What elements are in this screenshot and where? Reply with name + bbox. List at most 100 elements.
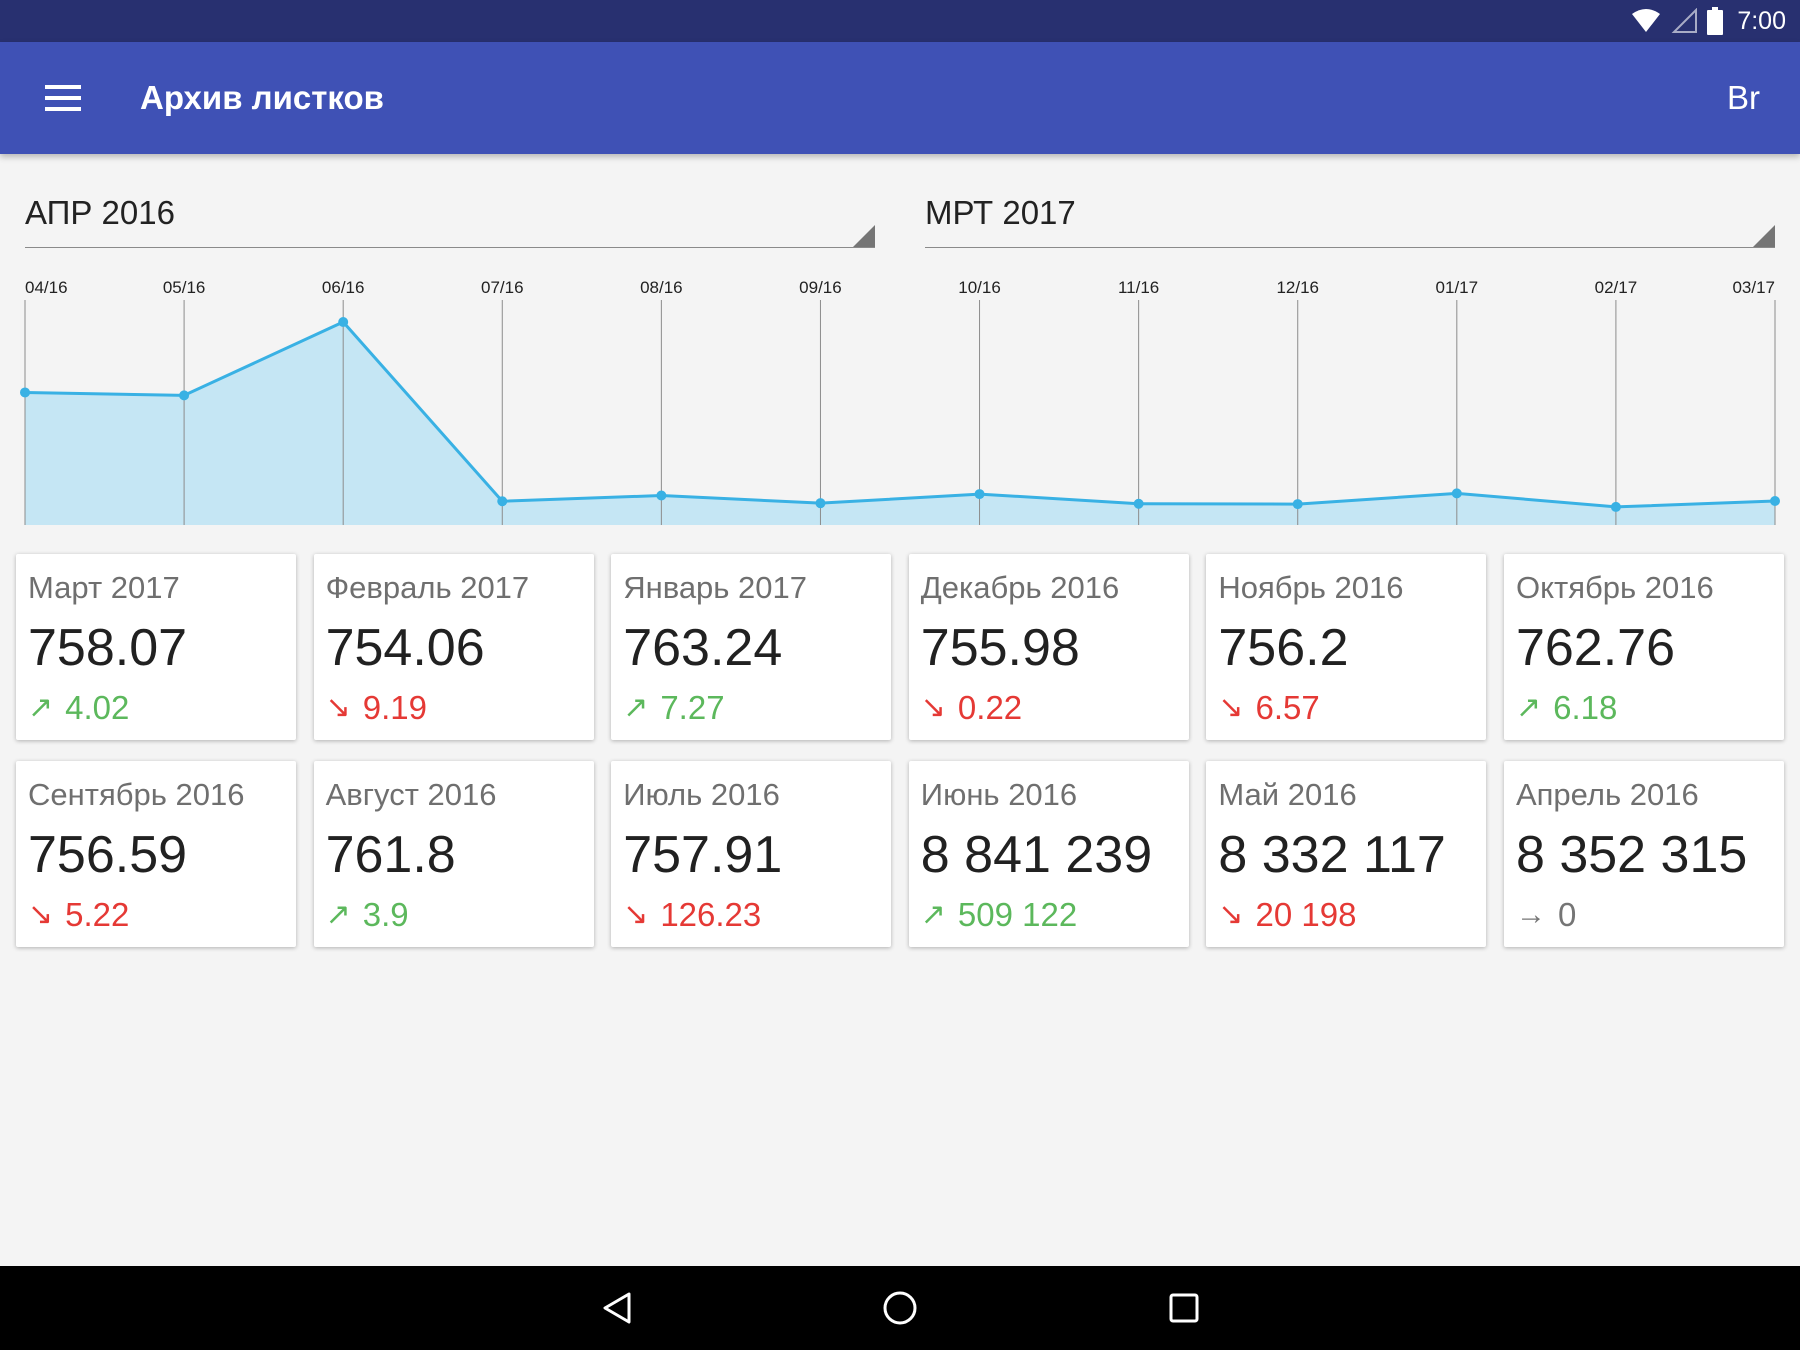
data-point: [1770, 496, 1780, 507]
month-card[interactable]: Февраль 2017 754.06 ↘ 9.19: [313, 554, 594, 740]
x-tick-label: 02/17: [1595, 278, 1638, 297]
status-time: 7:00: [1737, 6, 1786, 35]
app-bar: Архив листков Br: [0, 42, 1800, 154]
x-tick-label: 04/16: [25, 278, 68, 297]
navigation-bar: [0, 1266, 1800, 1350]
period-to-dropdown[interactable]: МРТ 2017: [925, 190, 1775, 248]
month-card[interactable]: Октябрь 2016 762.76 ↗ 6.18: [1503, 554, 1784, 740]
trend-down-icon: ↘: [1218, 897, 1244, 931]
card-delta: ↘ 20 198: [1218, 898, 1486, 931]
month-card[interactable]: Июнь 2016 8 841 239 ↗ 509 122: [908, 761, 1189, 947]
trend-down-icon: ↘: [325, 690, 351, 724]
trend-down-icon: ↘: [1218, 690, 1244, 724]
period-to-value: МРТ 2017: [925, 194, 1076, 231]
card-value: 761.8: [325, 826, 456, 884]
data-point: [1133, 498, 1144, 509]
card-delta-value: 20 198: [1255, 896, 1357, 933]
card-delta-value: 3.9: [362, 896, 409, 933]
card-month: Сентябрь 2016: [28, 777, 245, 812]
card-delta-value: 0.22: [957, 689, 1023, 726]
month-card[interactable]: Апрель 2016 8 352 315 → 0: [1503, 761, 1784, 947]
back-icon: [603, 1292, 631, 1324]
data-point: [1451, 488, 1462, 499]
card-month: Декабрь 2016: [920, 570, 1120, 605]
month-card[interactable]: Сентябрь 2016 756.59 ↘ 5.22: [16, 761, 296, 947]
card-month: Ноябрь 2016: [1218, 570, 1404, 605]
card-value: 757.91: [623, 826, 783, 884]
month-card[interactable]: Август 2016 761.8 ↗ 3.9: [313, 761, 594, 947]
x-tick-label: 08/16: [640, 278, 683, 297]
data-point: [1292, 499, 1303, 510]
trend-up-icon: ↗: [28, 690, 54, 724]
card-month: Июль 2016: [623, 777, 780, 812]
battery-icon: [1707, 7, 1724, 35]
data-point: [1610, 501, 1621, 512]
card-month: Апрель 2016: [1515, 777, 1699, 812]
menu-button[interactable]: [31, 66, 95, 130]
x-tick-label: 01/17: [1436, 278, 1479, 297]
period-from-value: АПР 2016: [25, 194, 175, 231]
trend-down-icon: ↘: [28, 897, 54, 931]
card-value: 758.07: [28, 619, 188, 677]
period-from-dropdown[interactable]: АПР 2016: [25, 190, 875, 248]
card-delta-value: 6.57: [1255, 689, 1320, 726]
card-month: Май 2016: [1218, 777, 1357, 812]
card-delta-value: 6.18: [1553, 689, 1618, 726]
trend-up-icon: ↗: [325, 897, 351, 931]
data-point: [974, 489, 985, 500]
card-delta: ↘ 9.19: [326, 691, 594, 724]
currency-toggle-button[interactable]: Br: [1727, 79, 1760, 116]
card-delta: ↘ 6.57: [1218, 691, 1486, 724]
card-month: Июнь 2016: [920, 777, 1078, 812]
month-card[interactable]: Январь 2017 763.24 ↗ 7.27: [611, 554, 892, 740]
x-tick-label: 03/17: [1732, 278, 1775, 297]
recents-button[interactable]: [1160, 1284, 1208, 1332]
card-value: 754.06: [325, 619, 485, 677]
status-bar: 7:00: [0, 0, 1800, 42]
card-delta: → 0: [1516, 898, 1784, 931]
trend-down-icon: ↘: [920, 690, 946, 724]
trend-up-icon: ↗: [920, 897, 946, 931]
data-point: [338, 317, 349, 327]
card-value: 756.2: [1218, 619, 1349, 677]
card-month: Февраль 2017: [325, 570, 530, 605]
month-card[interactable]: Ноябрь 2016 756.2 ↘ 6.57: [1206, 554, 1487, 740]
back-button[interactable]: [593, 1284, 641, 1332]
month-card[interactable]: Март 2017 758.07 ↗ 4.02: [16, 554, 296, 740]
trend-flat-icon: →: [1515, 897, 1546, 931]
card-delta-value: 126.23: [660, 896, 762, 933]
month-card-grid: Март 2017 758.07 ↗ 4.02 Февраль 2017 754.06 ↘ 9…: [16, 554, 1784, 947]
card-value: 762.76: [1515, 619, 1676, 677]
card-delta: ↘ 126.23: [623, 898, 891, 931]
card-delta: ↗ 509 122: [921, 898, 1189, 931]
home-button[interactable]: [876, 1284, 924, 1332]
menu-icon: [45, 85, 81, 111]
trend-up-icon: ↗: [623, 690, 649, 724]
x-tick-label: 07/16: [481, 278, 524, 297]
x-tick-label: 11/16: [1118, 278, 1159, 297]
month-card[interactable]: Май 2016 8 332 117 ↘ 20 198: [1206, 761, 1487, 947]
card-value: 8 352 315: [1515, 826, 1748, 884]
dropdown-arrow-icon: [853, 225, 875, 247]
card-delta: ↘ 0.22: [921, 691, 1189, 724]
card-value: 8 332 117: [1218, 826, 1446, 884]
trend-down-icon: ↘: [623, 897, 649, 931]
month-card[interactable]: Декабрь 2016 755.98 ↘ 0.22: [908, 554, 1189, 740]
dropdown-arrow-icon: [1753, 225, 1775, 247]
card-month: Март 2017: [28, 570, 180, 605]
card-value: 755.98: [920, 619, 1080, 677]
wifi-icon: [1631, 8, 1661, 34]
recents-icon: [1169, 1293, 1199, 1323]
card-delta: ↗ 7.27: [623, 691, 891, 724]
card-delta: ↘ 5.22: [28, 898, 296, 931]
month-card[interactable]: Июль 2016 757.91 ↘ 126.23: [611, 761, 892, 947]
card-value: 763.24: [623, 619, 783, 677]
page-title: Архив листков: [140, 79, 384, 116]
x-tick-label: 10/16: [958, 278, 1001, 297]
card-month: Август 2016: [325, 777, 497, 812]
chart-area: [25, 322, 1775, 525]
card-delta-value: 0: [1557, 896, 1577, 933]
card-value: 8 841 239: [920, 826, 1153, 884]
x-tick-label: 06/16: [322, 278, 365, 297]
x-tick-label: 12/16: [1276, 278, 1319, 297]
